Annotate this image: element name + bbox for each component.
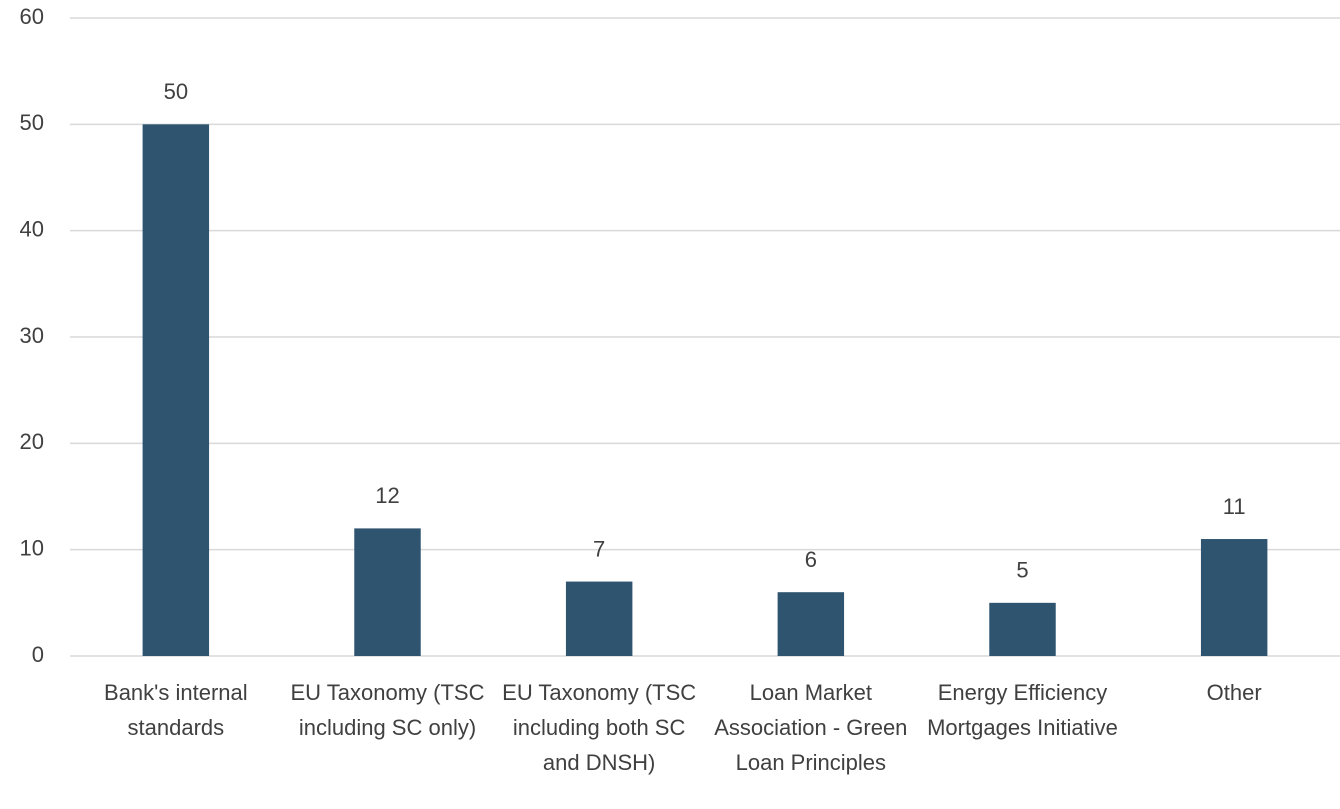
bar: [354, 528, 421, 656]
x-tick-label: Loan Market Association - Green Loan Pri…: [714, 680, 908, 775]
y-tick-label: 20: [20, 429, 44, 454]
bar: [777, 592, 845, 656]
y-tick-label: 0: [32, 642, 44, 667]
x-tick-label: Bank's internal standards: [104, 680, 248, 740]
y-tick-label: 50: [20, 110, 44, 135]
y-tick-label: 60: [20, 4, 44, 29]
bar: [565, 581, 633, 656]
bar: [1200, 539, 1268, 656]
x-tick-label: EU Taxonomy (TSC including SC only): [290, 680, 485, 740]
data-label: 6: [805, 547, 817, 572]
x-tick-label: Other: [1206, 680, 1262, 705]
data-label: 50: [164, 79, 188, 104]
x-tick-label: Energy Efficiency Mortgages Initiative: [927, 680, 1118, 740]
x-tick-label: EU Taxonomy (TSC including both SC and D…: [502, 680, 697, 775]
data-label: 7: [593, 536, 605, 561]
y-tick-label: 30: [20, 323, 44, 348]
data-label: 11: [1223, 494, 1246, 519]
bar: [142, 124, 210, 657]
bar: [989, 602, 1056, 656]
y-tick-label: 40: [20, 216, 44, 241]
y-tick-label: 10: [20, 535, 44, 560]
data-label: 12: [375, 483, 399, 508]
data-label: 5: [1016, 558, 1028, 583]
